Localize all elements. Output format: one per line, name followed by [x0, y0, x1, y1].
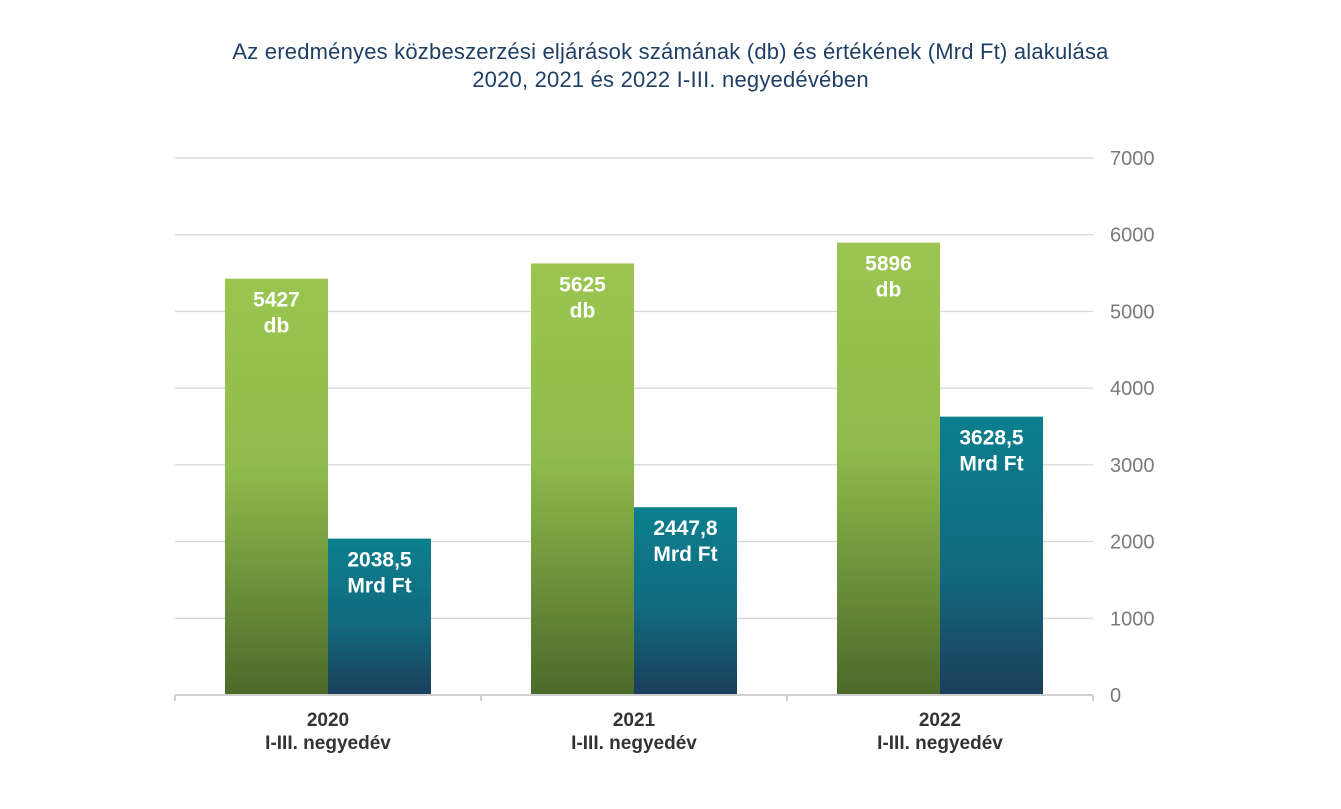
bar-data-label: db: [876, 279, 902, 302]
bar-data-label: db: [570, 299, 596, 322]
x-category-label: I-III. negyedév: [265, 733, 391, 754]
chart-title-line-1: Az eredményes közbeszerzési eljárások sz…: [232, 39, 1109, 64]
x-category-label: 2021: [613, 710, 656, 731]
x-category-label: I-III. negyedév: [571, 733, 697, 754]
x-category-label: 2020: [307, 710, 349, 731]
axes: [174, 694, 1094, 701]
bar-data-label: db: [264, 315, 290, 338]
bar-data-label: 5625: [559, 273, 606, 296]
y-tick-label: 5000: [1110, 301, 1155, 323]
x-category-label: I-III. negyedév: [877, 733, 1003, 754]
bar-data-label: 2447,8: [653, 517, 718, 540]
y-tick-label: 4000: [1110, 378, 1155, 400]
bar-data-label: 2038,5: [347, 549, 412, 572]
labels: 0 1000 2000 3000 4000 5000 6000 7000 5427 db 2038,…: [253, 148, 1154, 754]
bar-data-label: Mrd Ft: [653, 543, 717, 566]
bar-data-label: Mrd Ft: [959, 453, 1023, 476]
x-category-label: 2022: [919, 710, 961, 731]
bar-data-label: Mrd Ft: [347, 575, 411, 598]
y-tick-label: 6000: [1110, 225, 1155, 247]
y-tick-label: 0: [1110, 685, 1121, 707]
chart-title-line-2: 2020, 2021 és 2022 I-III. negyedévében: [472, 67, 869, 92]
y-tick-label: 7000: [1110, 148, 1155, 170]
bar-data-label: 5896: [865, 253, 912, 276]
bar-data-label: 3628,5: [959, 427, 1024, 450]
y-tick-label: 2000: [1110, 532, 1155, 554]
bar-value-mrd-ft: [634, 507, 737, 695]
bar-count-db: [531, 263, 634, 695]
y-tick-label: 1000: [1110, 608, 1155, 630]
y-tick-label: 3000: [1110, 455, 1155, 477]
bar-data-label: 5427: [253, 289, 300, 312]
bar-count-db: [837, 242, 940, 695]
bar-count-db: [225, 278, 328, 695]
chart-title: Az eredményes közbeszerzési eljárások sz…: [0, 38, 1341, 94]
bar-value-mrd-ft: [328, 538, 431, 695]
bars: [225, 242, 1043, 695]
bar-value-mrd-ft: [940, 416, 1043, 695]
